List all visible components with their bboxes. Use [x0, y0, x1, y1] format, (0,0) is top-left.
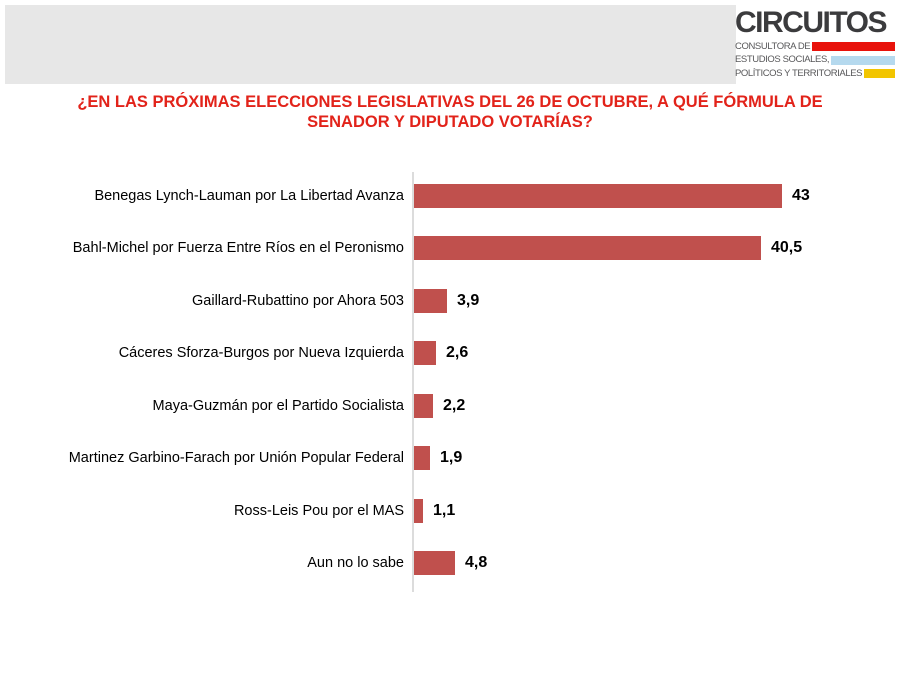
category-label: Martinez Garbino-Farach por Unión Popula…	[68, 450, 404, 466]
survey-question-title: ¿EN LAS PRÓXIMAS ELECCIONES LEGISLATIVAS…	[0, 92, 900, 132]
value-label: 1,1	[433, 501, 456, 519]
category-label: Bahl-Michel por Fuerza Entre Ríos en el …	[72, 240, 404, 256]
value-label: 2,6	[446, 344, 469, 361]
chart-row: Benegas Lynch-Lauman por La Libertad Ava…	[0, 183, 900, 208]
logo-tagline-text: CONSULTORA DE	[735, 40, 811, 52]
chart-row: Maya-Guzmán por el Partido Socialista 2,2	[0, 393, 900, 418]
category-label: Benegas Lynch-Lauman por La Libertad Ava…	[94, 187, 404, 204]
value-label: 40,5	[771, 239, 803, 256]
chart-row: Cáceres Sforza-Burgos por Nueva Izquierd…	[0, 341, 900, 365]
logo-yellow-bar	[864, 69, 895, 78]
bar	[414, 183, 782, 208]
question-line-1: ¿EN LAS PRÓXIMAS ELECCIONES LEGISLATIVAS…	[77, 93, 823, 111]
bar	[414, 551, 455, 575]
chart-row: Bahl-Michel por Fuerza Entre Ríos en el …	[0, 236, 900, 260]
y-axis-line	[412, 172, 414, 592]
logo-red-bar	[812, 42, 895, 51]
logo-brand-text: CIRCUITOS	[735, 6, 887, 39]
category-label: Aun no lo sabe	[307, 555, 404, 571]
logo-tagline-row: POLÍTICOS Y TERRITORIALES	[735, 67, 895, 79]
chart-row: Gaillard-Rubattino por Ahora 503 3,9	[0, 288, 900, 313]
circuitos-logo: CIRCUITOS CONSULTORA DE ESTUDIOS SOCIALE…	[735, 8, 895, 79]
header-band	[5, 5, 736, 84]
logo-blue-bar	[831, 55, 895, 65]
value-label: 2,2	[443, 396, 466, 414]
bar	[414, 393, 433, 418]
bar	[414, 236, 761, 260]
bar	[414, 446, 430, 470]
chart-row: Ross-Leis Pou por el MAS 1,1	[0, 498, 900, 523]
logo-tagline-row: ESTUDIOS SOCIALES,	[735, 55, 895, 65]
bar	[414, 498, 423, 523]
category-label: Ross-Leis Pou por el MAS	[233, 502, 404, 519]
chart-row: Aun no lo sabe 4,8	[0, 551, 900, 575]
value-label: 1,9	[440, 449, 463, 466]
logo-tagline-text: POLÍTICOS Y TERRITORIALES	[735, 67, 863, 79]
category-label: Maya-Guzmán por el Partido Socialista	[152, 397, 404, 414]
value-label: 4,8	[465, 554, 488, 571]
category-label: Gaillard-Rubattino por Ahora 503	[192, 292, 404, 309]
logo-tagline-row: CONSULTORA DE	[735, 40, 895, 52]
question-line-2: SENADOR Y DIPUTADO VOTARÍAS?	[307, 113, 593, 131]
category-label: Cáceres Sforza-Burgos por Nueva Izquierd…	[118, 345, 404, 361]
bar	[414, 288, 447, 313]
chart-row: Martinez Garbino-Farach por Unión Popula…	[0, 446, 900, 470]
bar	[414, 341, 436, 365]
value-label: 3,9	[457, 291, 480, 309]
logo-tagline-text: ESTUDIOS SOCIALES,	[735, 54, 830, 65]
value-label: 43	[792, 186, 810, 204]
